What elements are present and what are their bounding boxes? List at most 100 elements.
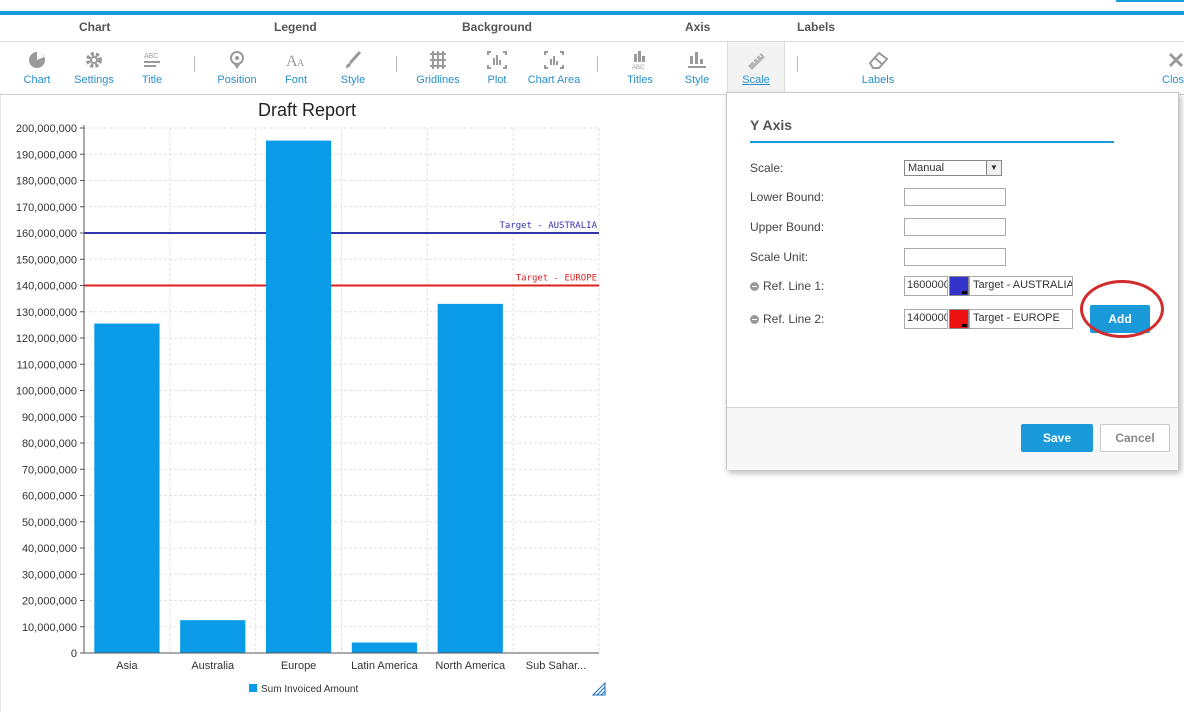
header-accent-bar — [0, 11, 1184, 15]
ref-line-2-color-picker[interactable] — [949, 309, 969, 329]
title-abc-icon: ABC — [144, 53, 160, 67]
svg-text:A: A — [297, 58, 305, 69]
gridlines-tool-label: Gridlines — [416, 74, 460, 86]
y-tick-label: 90,000,000 — [22, 412, 77, 424]
x-tick-label: Sub Sahar... — [526, 660, 587, 672]
bar-chart: Draft Report 0 10,000,000 20,000,000 30,000,… — [16, 100, 600, 695]
y-tick-label: 160,000,000 — [16, 228, 77, 240]
ref-line-2-value-input[interactable]: 1400000 — [904, 309, 948, 329]
title-tool-label: Title — [141, 74, 163, 86]
axis-titles-tool-label: Titles — [627, 74, 653, 86]
labels-tool-button[interactable]: Labels — [858, 42, 898, 94]
style-tool-button[interactable]: Style — [336, 42, 370, 94]
location-pin-icon — [230, 51, 244, 69]
reference-line-label: Target - AUSTRALIA — [499, 221, 597, 231]
y-tick-label: 0 — [71, 648, 77, 660]
chart-title: Draft Report — [258, 100, 356, 120]
toolbar-divider — [396, 56, 397, 72]
toolbar-divider — [597, 56, 598, 72]
chart-area-tool-label: Chart Area — [527, 74, 581, 86]
remove-ref-line-2-icon[interactable] — [750, 315, 759, 324]
settings-tool-button[interactable]: Settings — [72, 42, 116, 94]
cancel-button[interactable]: Cancel — [1100, 424, 1170, 452]
chart-container: Draft Report 0 10,000,000 20,000,000 30,000,… — [0, 95, 611, 712]
toolbar-divider — [797, 56, 798, 72]
y-tick-label: 100,000,000 — [16, 386, 77, 398]
svg-text:A: A — [286, 53, 298, 70]
axis-titles-icon: ABC — [632, 51, 645, 70]
y-tick-label: 150,000,000 — [16, 254, 77, 266]
ruler-icon — [748, 53, 765, 70]
brush-icon — [346, 50, 362, 68]
ref-line-2-text: Ref. Line 2: — [763, 312, 825, 326]
y-tick-label: 60,000,000 — [22, 491, 77, 503]
chart-area-tool-button[interactable]: Chart Area — [526, 42, 582, 94]
y-tick-label: 50,000,000 — [22, 517, 77, 529]
y-tick-label: 30,000,000 — [22, 569, 77, 581]
y-tick-label: 10,000,000 — [22, 622, 77, 634]
save-button[interactable]: Save — [1021, 424, 1093, 452]
y-tick-label: 110,000,000 — [17, 359, 77, 371]
grid-icon — [430, 51, 446, 69]
ref-line-1-color-picker[interactable] — [949, 276, 969, 296]
y-tick-label: 170,000,000 — [16, 202, 77, 214]
ref-line-1-value-input[interactable]: 1600000 — [904, 276, 948, 296]
gridlines-tool-button[interactable]: Gridlines — [414, 42, 462, 94]
settings-tool-label: Settings — [74, 74, 114, 86]
y-tick-label: 140,000,000 — [16, 281, 77, 293]
ref-line-2-name-input[interactable]: Target - EUROPE — [969, 309, 1073, 329]
axis-titles-tool-button[interactable]: ABC Titles — [622, 42, 658, 94]
lower-bound-input[interactable] — [904, 188, 1006, 206]
scale-tool-button[interactable]: Scale — [727, 42, 785, 94]
close-button[interactable]: Close — [1158, 42, 1184, 94]
scale-unit-input[interactable] — [904, 248, 1006, 266]
svg-text:ABC: ABC — [632, 65, 645, 70]
title-tool-button[interactable]: ABC Title — [136, 42, 168, 94]
reference-line-label: Target - EUROPE — [516, 274, 597, 284]
upper-bound-input[interactable] — [904, 218, 1006, 236]
section-background: Background — [462, 20, 533, 34]
lower-bound-label: Lower Bound: — [750, 190, 825, 204]
plot-tool-label: Plot — [487, 74, 507, 86]
close-icon — [1168, 52, 1184, 68]
pie-chart-icon — [29, 52, 45, 68]
labels-tool-label: Labels — [861, 74, 895, 86]
section-legend: Legend — [274, 20, 317, 34]
position-tool-button[interactable]: Position — [214, 42, 260, 94]
scale-unit-label: Scale Unit: — [750, 250, 809, 264]
chart-area-icon — [544, 51, 564, 69]
plot-icon — [487, 51, 507, 69]
legend-swatch — [249, 684, 257, 692]
bar — [180, 620, 246, 653]
x-tick-label: North America — [435, 660, 506, 672]
y-tick-label: 120,000,000 — [16, 333, 77, 345]
resize-handle-icon[interactable] — [592, 682, 606, 696]
panel-footer: Save Cancel — [727, 407, 1178, 470]
bar — [265, 140, 332, 654]
bar — [94, 323, 160, 653]
toolbar: Chart Settings ABC Title Position A A Fo… — [0, 42, 1184, 95]
color-dropdown-icon — [962, 324, 967, 327]
plot-tool-button[interactable]: Plot — [482, 42, 512, 94]
ref-line-1-name-input[interactable]: Target - AUSTRALIA — [969, 276, 1073, 296]
chart-tool-button[interactable]: Chart — [18, 42, 56, 94]
ref-line-1-text: Ref. Line 1: — [763, 279, 825, 293]
x-tick-label: Latin America — [351, 660, 419, 672]
chevron-down-icon: ▼ — [986, 161, 1001, 175]
remove-ref-line-1-icon[interactable] — [750, 282, 759, 291]
y-tick-label: 200,000,000 — [16, 123, 77, 135]
bar — [351, 642, 418, 653]
font-tool-button[interactable]: A A Font — [280, 42, 312, 94]
color-dropdown-icon — [962, 291, 967, 294]
gear-icon — [86, 52, 102, 68]
scale-select[interactable]: Manual ▼ — [904, 160, 1002, 176]
panel-title-rule — [750, 141, 1114, 143]
font-tool-label: Font — [284, 74, 307, 86]
scale-label: Scale: — [750, 161, 784, 175]
axis-style-tool-button[interactable]: Style — [680, 42, 714, 94]
bar — [437, 303, 503, 653]
y-tick-label: 130,000,000 — [16, 307, 77, 319]
panel-title: Y Axis — [750, 117, 793, 133]
legend-label: Sum Invoiced Amount — [261, 684, 358, 695]
scale-tool-label: Scale — [742, 74, 770, 86]
